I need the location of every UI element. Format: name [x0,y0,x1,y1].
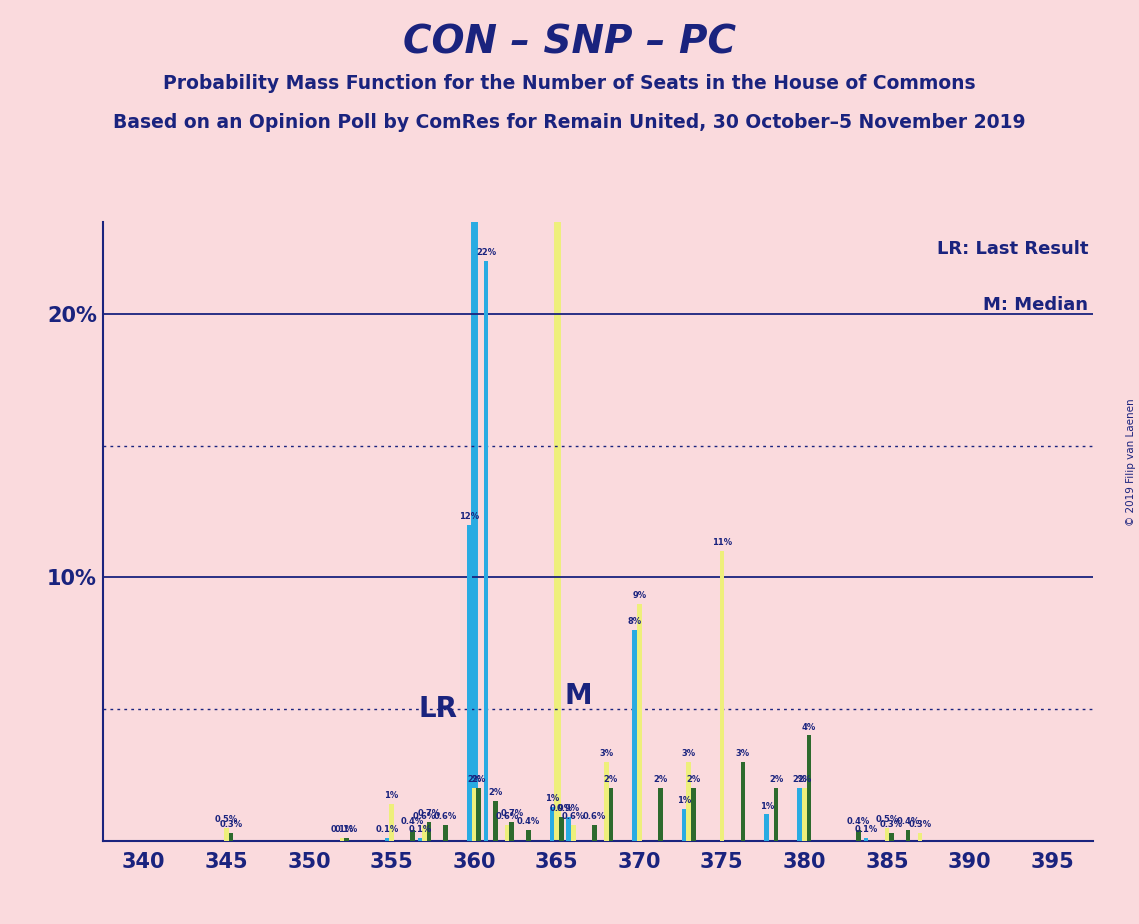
Bar [410,831,415,841]
Text: 22%: 22% [476,249,497,257]
Text: 3%: 3% [736,748,751,758]
Text: 2%: 2% [797,775,812,784]
Bar [764,814,769,841]
Bar [505,825,509,841]
Bar [740,761,745,841]
Bar [918,833,923,841]
Bar [472,788,476,841]
Text: 0.1%: 0.1% [408,825,432,834]
Text: 2%: 2% [472,775,486,784]
Bar [339,838,344,841]
Text: © 2019 Filip van Laenen: © 2019 Filip van Laenen [1126,398,1136,526]
Text: 3%: 3% [682,748,696,758]
Text: 0.1%: 0.1% [375,825,399,834]
Bar [608,788,613,841]
Text: LR: Last Result: LR: Last Result [937,240,1089,259]
Bar [682,809,687,841]
Bar [493,801,498,841]
Bar [344,838,349,841]
Text: 1%: 1% [544,794,559,803]
Text: 9%: 9% [632,590,646,600]
Bar [559,817,564,841]
Bar [550,807,555,841]
Text: 1%: 1% [760,801,773,810]
Bar [229,833,233,841]
Bar [427,822,432,841]
Text: 0.6%: 0.6% [495,812,518,821]
Text: 0.4%: 0.4% [896,818,920,826]
Text: 0.7%: 0.7% [418,809,441,819]
Text: 0.7%: 0.7% [500,809,523,819]
Bar [390,804,394,841]
Text: 12%: 12% [459,512,480,521]
Bar [773,788,778,841]
Bar [604,761,608,841]
Bar [418,838,423,841]
Text: Probability Mass Function for the Number of Seats in the House of Commons: Probability Mass Function for the Number… [163,74,976,93]
Text: 2%: 2% [793,775,806,784]
Text: 0.6%: 0.6% [562,812,584,821]
Bar [443,825,448,841]
Text: 2%: 2% [489,788,502,797]
Text: 0.5%: 0.5% [876,815,899,823]
Text: M: Median: M: Median [983,296,1089,314]
Bar [797,788,802,841]
Bar [632,630,637,841]
Bar [385,838,390,841]
Bar [890,833,894,841]
Text: 0.9%: 0.9% [557,804,580,813]
Text: 2%: 2% [687,775,700,784]
Text: 0.1%: 0.1% [335,825,359,834]
Text: 8%: 8% [628,617,641,626]
Text: CON – SNP – PC: CON – SNP – PC [403,23,736,61]
Text: 0.3%: 0.3% [880,820,903,829]
Bar [691,788,696,841]
Bar [467,525,472,841]
Text: 2%: 2% [604,775,618,784]
Bar [476,788,481,841]
Bar [484,261,489,841]
Text: 0.4%: 0.4% [517,818,540,826]
Text: 0.3%: 0.3% [909,820,932,829]
Bar [885,828,890,841]
Bar [571,825,575,841]
Bar [857,831,861,841]
Bar [658,788,663,841]
Bar [802,788,806,841]
Text: 11%: 11% [712,538,732,547]
Text: 0.6%: 0.6% [583,812,606,821]
Bar [863,838,868,841]
Text: 0.3%: 0.3% [220,820,243,829]
Text: 2%: 2% [769,775,784,784]
Bar [720,551,724,841]
Bar [687,761,691,841]
Text: 2%: 2% [654,775,667,784]
Text: 0.1%: 0.1% [854,825,877,834]
Text: 0.4%: 0.4% [401,818,425,826]
Bar [637,603,641,841]
Text: 1%: 1% [384,791,399,800]
Text: 0.5%: 0.5% [215,815,238,823]
Text: LR: LR [419,695,458,723]
Text: 0.1%: 0.1% [330,825,353,834]
Text: 0.9%: 0.9% [550,804,573,813]
Text: M: M [565,682,592,710]
Bar [224,828,229,841]
Text: 3%: 3% [599,748,613,758]
Bar [592,825,597,841]
Bar [566,817,571,841]
Text: 2%: 2% [467,775,482,784]
Bar [423,825,427,841]
Bar [509,822,514,841]
Bar [906,831,910,841]
Text: 1%: 1% [677,796,691,806]
Text: 4%: 4% [802,723,817,732]
Text: 0.4%: 0.4% [847,818,870,826]
Text: 0.6%: 0.6% [413,812,436,821]
Bar [806,736,811,841]
Bar [526,831,531,841]
Text: Based on an Opinion Poll by ComRes for Remain United, 30 October–5 November 2019: Based on an Opinion Poll by ComRes for R… [113,113,1026,132]
Text: 0.6%: 0.6% [434,812,458,821]
